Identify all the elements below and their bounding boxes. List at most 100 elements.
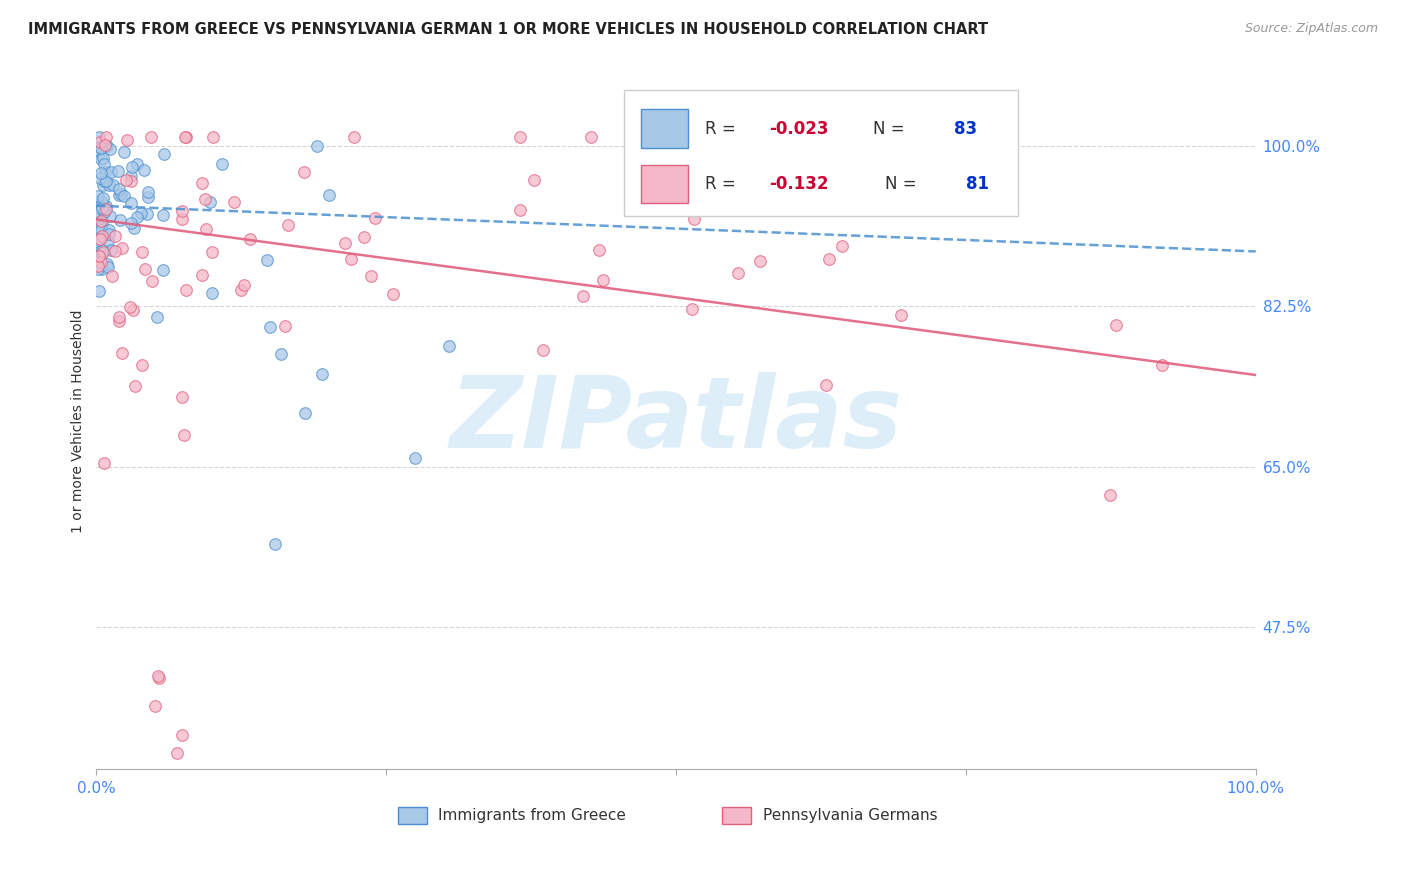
Point	[198, 195, 221, 210]
Point	[91, 195, 114, 210]
FancyBboxPatch shape	[723, 806, 751, 824]
Point	[89, 130, 111, 145]
Point	[122, 221, 145, 235]
Text: 83: 83	[955, 120, 977, 137]
Point	[86, 189, 108, 203]
Point	[107, 164, 129, 178]
Point	[91, 206, 114, 220]
Point	[91, 243, 114, 257]
Point	[509, 130, 531, 145]
Point	[174, 130, 197, 145]
Point	[108, 310, 131, 324]
Point	[104, 244, 127, 258]
Point	[112, 189, 135, 203]
Text: IMMIGRANTS FROM GREECE VS PENNSYLVANIA GERMAN 1 OR MORE VEHICLES IN HOUSEHOLD CO: IMMIGRANTS FROM GREECE VS PENNSYLVANIA G…	[28, 22, 988, 37]
Point	[94, 202, 117, 216]
Point	[93, 456, 115, 470]
Point	[97, 260, 120, 274]
Point	[114, 173, 136, 187]
Point	[153, 147, 176, 161]
Point	[817, 252, 839, 266]
Point	[111, 346, 134, 360]
Text: ZIPatlas: ZIPatlas	[450, 372, 903, 469]
Point	[90, 214, 112, 228]
Point	[91, 217, 114, 231]
FancyBboxPatch shape	[641, 165, 688, 203]
Point	[90, 223, 112, 237]
Text: -0.023: -0.023	[769, 120, 828, 137]
Point	[211, 157, 233, 171]
Point	[108, 212, 131, 227]
Point	[91, 191, 114, 205]
Point	[120, 216, 142, 230]
Point	[112, 145, 135, 159]
Point	[148, 671, 170, 685]
Point	[353, 230, 375, 244]
Point	[94, 165, 117, 179]
Point	[572, 288, 595, 302]
Point	[138, 190, 160, 204]
Point	[108, 314, 131, 328]
Point	[91, 152, 114, 166]
Point	[146, 310, 169, 324]
Point	[93, 157, 115, 171]
Point	[152, 208, 174, 222]
Point	[120, 169, 142, 183]
Text: 81: 81	[966, 175, 988, 194]
Text: Pennsylvania Germans: Pennsylvania Germans	[763, 808, 938, 823]
Point	[98, 209, 121, 223]
Point	[174, 283, 197, 297]
Point	[93, 205, 115, 219]
Point	[86, 261, 108, 276]
Point	[89, 232, 111, 246]
Point	[194, 192, 217, 206]
Point	[96, 257, 118, 271]
Point	[727, 266, 749, 280]
Point	[89, 140, 111, 154]
Point	[120, 195, 142, 210]
Point	[191, 177, 214, 191]
Point	[87, 259, 110, 273]
Point	[91, 246, 114, 260]
Point	[127, 157, 149, 171]
Point	[292, 165, 315, 179]
Point	[97, 234, 120, 248]
Point	[86, 215, 108, 229]
Point	[382, 287, 405, 301]
Point	[86, 234, 108, 248]
Point	[340, 252, 363, 267]
Point	[87, 205, 110, 219]
Point	[190, 268, 212, 283]
Point	[256, 253, 278, 268]
Point	[294, 406, 316, 420]
Point	[531, 343, 554, 358]
Point	[90, 262, 112, 277]
Point	[87, 285, 110, 299]
Point	[581, 130, 603, 145]
Point	[87, 194, 110, 208]
Point	[815, 378, 838, 392]
Point	[107, 181, 129, 195]
Point	[100, 269, 122, 284]
Point	[90, 152, 112, 166]
Point	[90, 228, 112, 243]
Point	[131, 245, 153, 260]
Point	[143, 699, 166, 714]
Point	[90, 220, 112, 235]
Point	[172, 211, 194, 226]
Point	[259, 320, 281, 334]
Text: N =: N =	[884, 175, 921, 194]
Point	[100, 142, 122, 156]
Point	[233, 277, 256, 292]
Point	[86, 230, 108, 244]
Point	[201, 285, 224, 300]
Point	[749, 254, 772, 268]
Point	[1152, 358, 1174, 372]
Point	[90, 166, 112, 180]
Point	[89, 244, 111, 259]
FancyBboxPatch shape	[398, 806, 427, 824]
Point	[1105, 318, 1128, 332]
Point	[509, 202, 531, 217]
Point	[360, 268, 382, 283]
Point	[100, 165, 122, 179]
